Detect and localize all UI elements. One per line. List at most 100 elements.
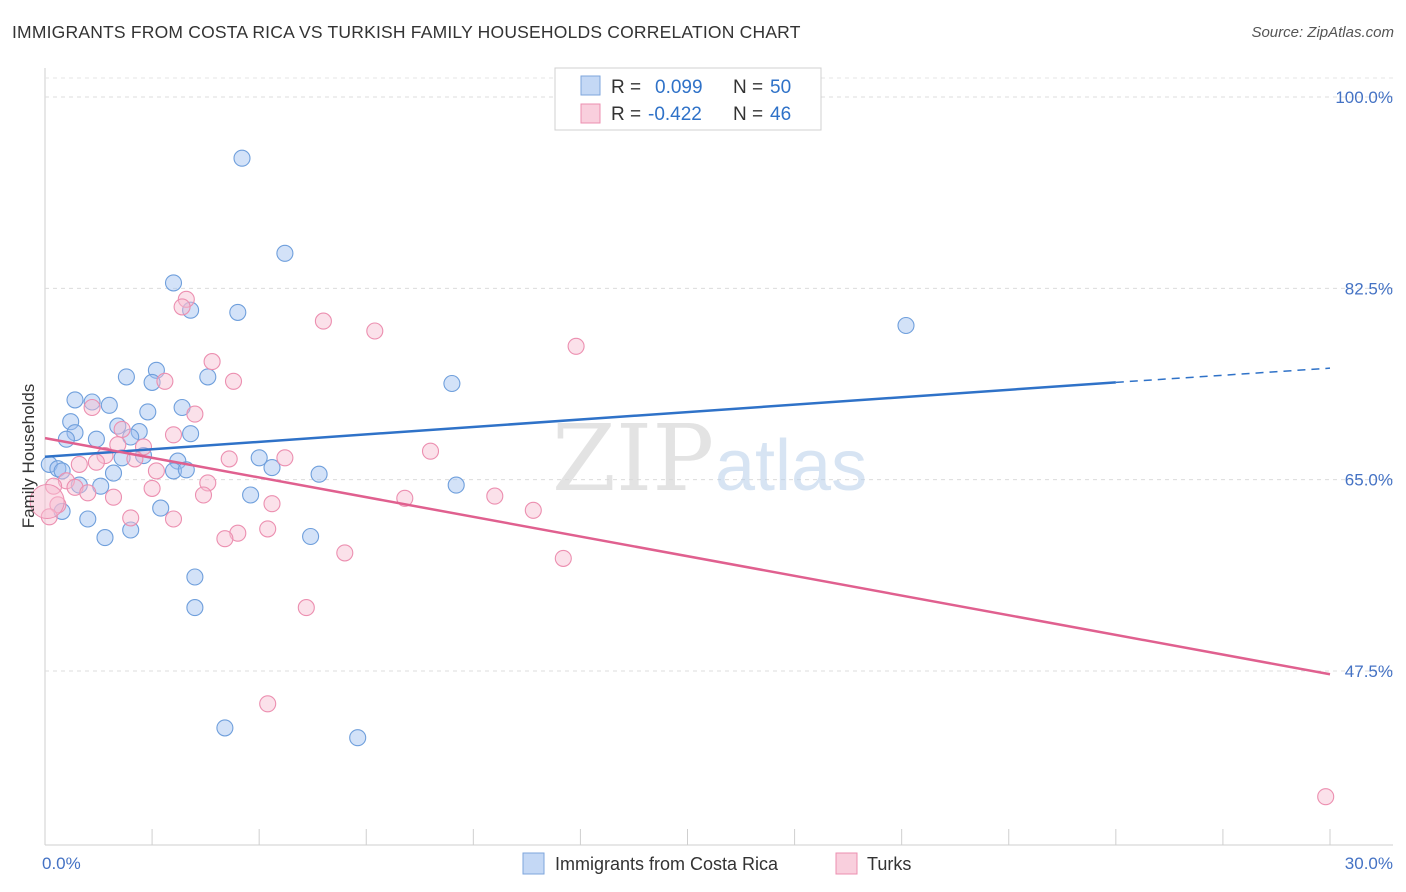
chart-title: IMMIGRANTS FROM COSTA RICA VS TURKISH FA…: [12, 22, 801, 42]
x-ticks: [44, 829, 1331, 845]
turks-point: [259, 520, 277, 538]
turks-point: [1317, 788, 1335, 806]
turks-point: [164, 426, 183, 444]
stats-r-value-turks: -0.422: [648, 104, 702, 125]
costa-rica-point: [186, 568, 204, 586]
stats-n-label-costa-rica: N =: [733, 77, 763, 98]
costa-rica-point: [276, 244, 294, 262]
stats-n-value-turks: 46: [770, 104, 791, 125]
costa-rica-point: [182, 301, 200, 319]
points-layer: [29, 149, 1335, 806]
turks-point: [164, 510, 183, 528]
stats-r-value-costa-rica: 0.099: [655, 77, 703, 98]
costa-rica-point: [310, 465, 328, 483]
costa-rica-point: [66, 391, 84, 409]
stats-n-label-turks: N =: [733, 104, 763, 125]
watermark-zip: ZIP: [552, 405, 714, 512]
costa-rica-point: [182, 425, 200, 443]
costa-rica-trendline-extension: [1115, 367, 1331, 384]
stats-swatch-turks: [580, 103, 601, 124]
turks-point: [70, 455, 88, 473]
costa-rica-point: [263, 459, 281, 477]
turks-point: [186, 405, 204, 423]
stats-r-label-turks: R =: [611, 104, 641, 125]
turks-point: [421, 442, 440, 460]
turks-point: [156, 372, 174, 390]
y-tick-label: 65.0%: [1345, 471, 1393, 490]
costa-rica-point: [57, 430, 75, 448]
turks-point: [524, 501, 542, 519]
costa-rica-trendline: [44, 381, 1116, 458]
stats-swatch-costa-rica: [580, 75, 601, 96]
legend-swatch-costa-rica: [522, 852, 545, 875]
stats-n-value-costa-rica: 50: [770, 77, 791, 98]
turks-cluster-point: [29, 484, 65, 520]
stats-r-label-costa-rica: R =: [611, 77, 641, 98]
turks-trendline: [44, 436, 1331, 676]
turks-point: [83, 398, 101, 417]
turks-point: [147, 462, 165, 480]
y-tick-label: 100.0%: [1335, 88, 1393, 107]
turks-point: [66, 478, 84, 496]
turks-point: [57, 472, 75, 490]
costa-rica-point: [186, 599, 204, 617]
turks-point: [259, 695, 277, 713]
source-label: Source: ZipAtlas.com: [1251, 24, 1394, 41]
turks-point: [203, 353, 221, 371]
costa-rica-point: [443, 374, 461, 393]
legend-swatch-turks: [835, 852, 858, 875]
x-tick-label: 30.0%: [1345, 854, 1393, 873]
costa-rica-point: [79, 510, 97, 528]
stats-legend: R = 0.099 N = 50 R = -0.422 N = 46: [554, 67, 822, 131]
bottom-legend: Immigrants from Costa Rica Turks: [522, 852, 911, 875]
turks-point: [263, 495, 281, 513]
costa-rica-point: [66, 424, 84, 442]
costa-rica-point: [104, 464, 123, 482]
costa-rica-point: [152, 499, 170, 517]
turks-point: [366, 322, 384, 340]
costa-rica-point: [233, 149, 251, 167]
costa-rica-point: [87, 430, 105, 448]
trend-layer: [44, 367, 1331, 676]
costa-rica-point: [139, 403, 157, 421]
turks-point: [229, 524, 247, 542]
y-tick-label: 82.5%: [1345, 279, 1393, 298]
turks-point: [216, 530, 234, 548]
costa-rica-point: [199, 368, 217, 386]
costa-rica-point: [53, 462, 71, 480]
x-tick-labels: 0.0% 30.0%: [42, 854, 1393, 873]
y-axis-title: Family Households: [19, 384, 38, 529]
x-tick-label: 0.0%: [42, 854, 81, 873]
costa-rica-point: [302, 527, 320, 546]
costa-rica-point: [117, 368, 135, 386]
legend-label-costa-rica: Immigrants from Costa Rica: [555, 854, 779, 874]
costa-rica-point: [83, 393, 101, 411]
y-tick-labels: 100.0% 82.5% 65.0% 47.5%: [1335, 88, 1393, 681]
gridlines: [45, 77, 1393, 672]
turks-point: [276, 449, 294, 467]
costa-rica-point: [447, 476, 465, 494]
turks-point: [143, 479, 161, 497]
series-turks: [40, 290, 1335, 806]
turks-point: [122, 509, 140, 527]
costa-rica-point: [242, 486, 260, 504]
turks-point: [87, 453, 105, 471]
turks-point: [194, 486, 213, 504]
turks-point: [79, 484, 97, 502]
costa-rica-point: [216, 719, 234, 737]
turks-point: [297, 599, 315, 617]
series-costa-rica: [40, 149, 915, 747]
watermark-atlas: atlas: [715, 426, 867, 506]
costa-rica-point: [62, 413, 80, 431]
turks-point: [567, 337, 585, 355]
turks-point: [224, 372, 243, 390]
costa-rica-point: [349, 729, 367, 747]
turks-point: [554, 549, 572, 567]
turks-point: [220, 450, 238, 468]
turks-point: [486, 487, 504, 505]
y-tick-label: 47.5%: [1345, 662, 1393, 681]
costa-rica-point: [897, 316, 915, 335]
legend-label-turks: Turks: [867, 854, 911, 874]
costa-rica-point: [96, 529, 114, 547]
